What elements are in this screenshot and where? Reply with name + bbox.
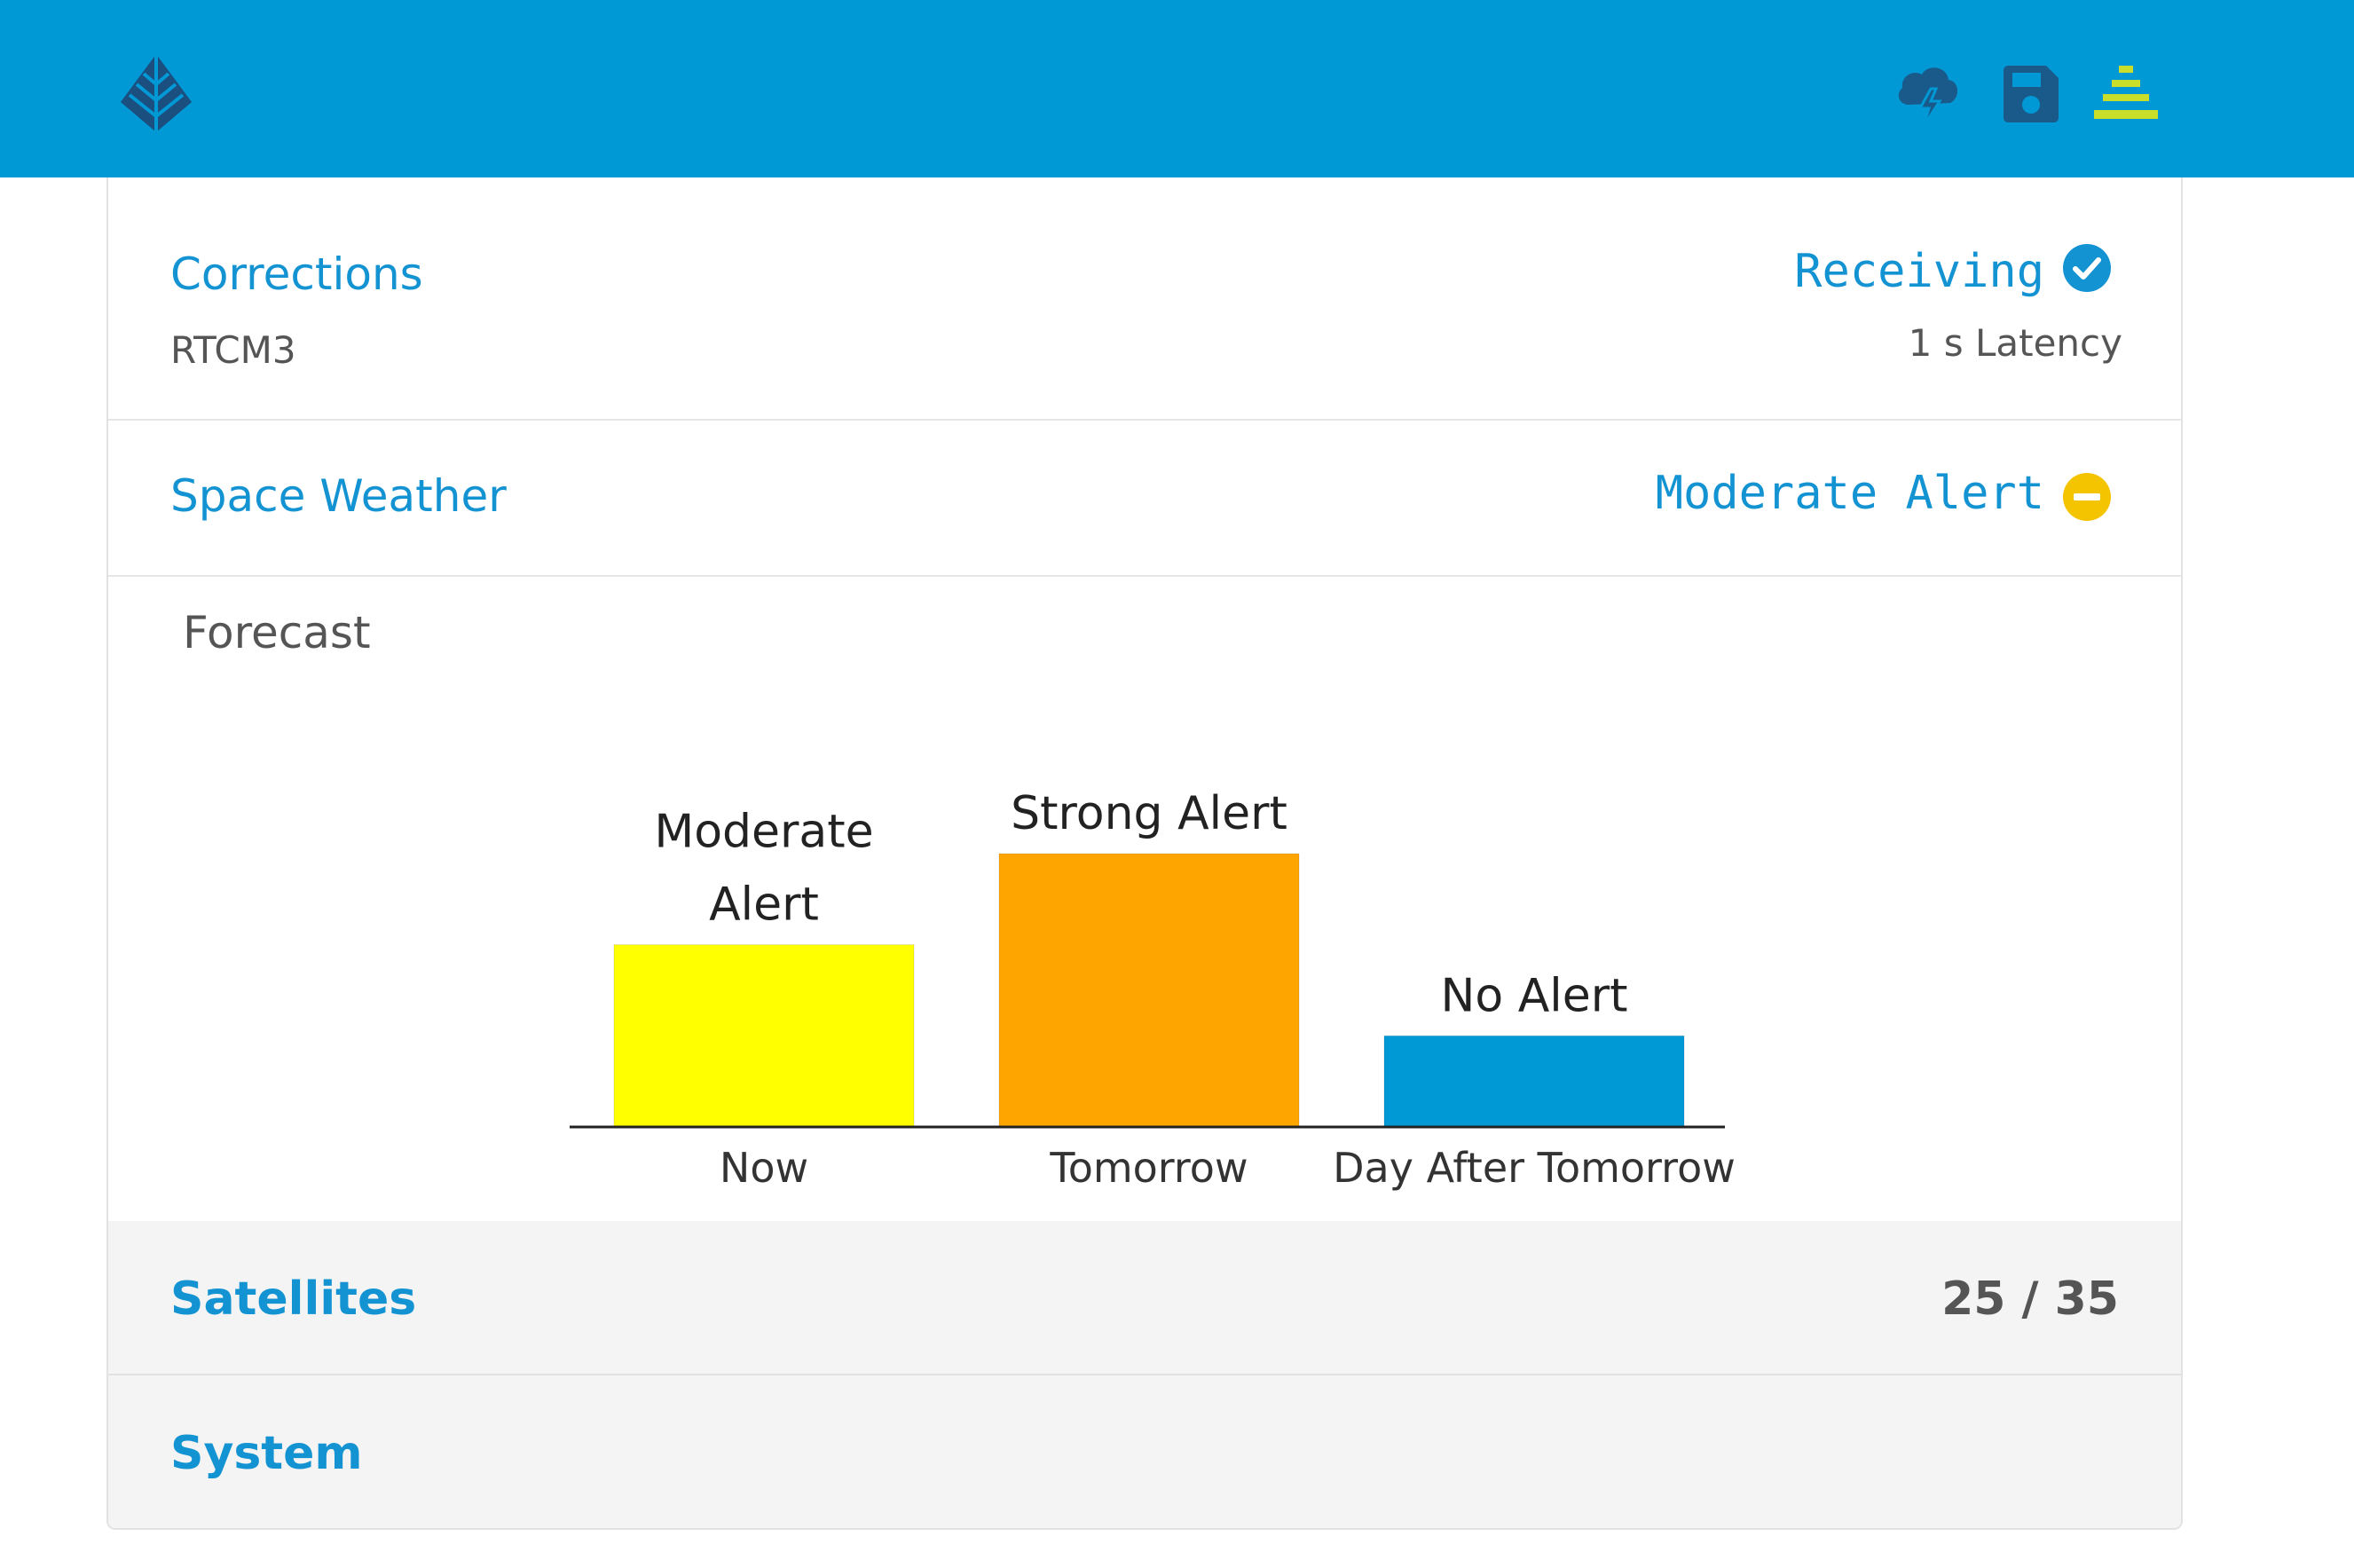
category-label-3: Day After Tomorrow: [1333, 1144, 1736, 1192]
forecast-bar-3: [1383, 1035, 1685, 1128]
check-circle-icon: [2063, 244, 2111, 292]
forecast-bar-2: [998, 853, 1300, 1128]
satellites-row[interactable]: Satellites 25 / 35: [108, 1221, 2181, 1375]
minus-circle-icon: [2063, 473, 2111, 521]
satellites-title: Satellites: [170, 1273, 417, 1326]
space-weather-row[interactable]: Space Weather Moderate Alert: [108, 421, 2181, 577]
save-icon[interactable]: [2000, 64, 2060, 124]
cloud-lightning-icon[interactable]: [1893, 59, 1963, 128]
corrections-latency: 1 s Latency: [1908, 321, 2122, 365]
layers-stack-icon[interactable]: [2090, 62, 2161, 126]
category-label-2: Tomorrow: [1049, 1144, 1248, 1192]
space-weather-status: Moderate Alert: [1655, 467, 2044, 520]
category-label-1: Now: [720, 1144, 808, 1192]
system-title: System: [170, 1427, 363, 1480]
bar-label-1: Alert: [709, 879, 819, 932]
forecast-bar-1: [613, 944, 915, 1128]
pyramid-logo-icon[interactable]: [114, 49, 199, 138]
corrections-title: Corrections: [170, 248, 423, 300]
bar-label-3: No Alert: [1440, 969, 1627, 1022]
status-panel: Corrections RTCM3 Receiving 1 s Latency …: [106, 177, 2183, 1530]
satellites-count: 25 / 35: [1941, 1273, 2119, 1326]
corrections-row[interactable]: Corrections RTCM3 Receiving 1 s Latency: [108, 199, 2181, 421]
system-row[interactable]: System: [108, 1375, 2181, 1528]
bar-label-1: Moderate: [654, 806, 873, 859]
corrections-format: RTCM3: [170, 328, 296, 372]
bar-label-2: Strong Alert: [1011, 787, 1287, 840]
space-weather-title: Space Weather: [170, 470, 507, 522]
top-bar: [0, 0, 2354, 177]
corrections-status: Receiving: [1794, 245, 2044, 298]
forecast-label: Forecast: [183, 607, 371, 658]
